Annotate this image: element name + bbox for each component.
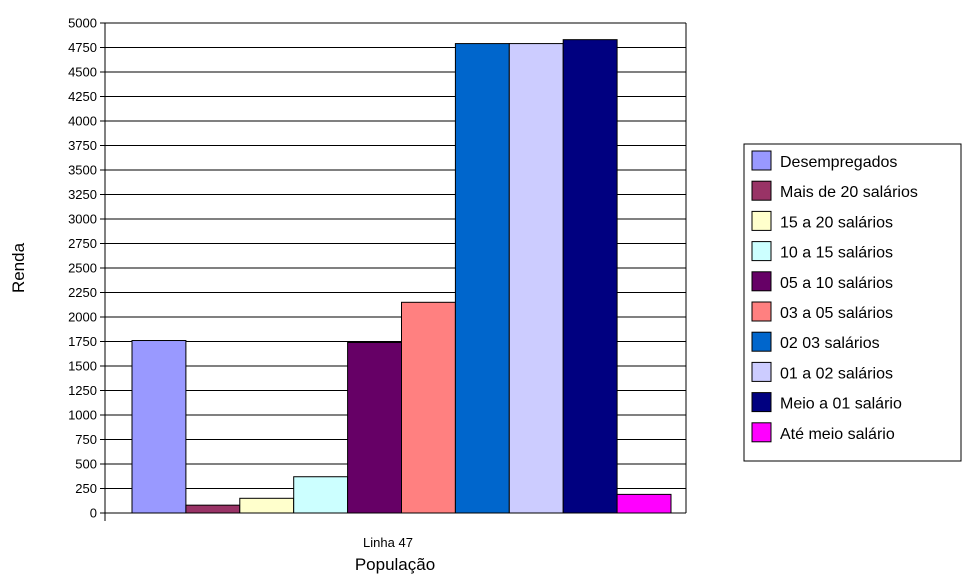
legend-swatch <box>751 331 772 352</box>
bar-series-8 <box>508 43 564 514</box>
legend-label: Até meio salário <box>780 426 895 443</box>
legend: Desempregados Mais de 20 salários 15 a 20 … <box>743 143 962 462</box>
legend-label: 02 03 salários <box>780 335 880 352</box>
bar-series-7 <box>454 43 510 514</box>
legend-label: 15 a 20 salários <box>780 214 893 231</box>
legend-swatch <box>751 241 772 262</box>
legend-box <box>743 143 962 462</box>
legend-swatch <box>751 150 772 171</box>
legend-label: Meio a 01 salário <box>780 396 902 413</box>
y-tick-labels: 0 250 500 750 1000 1250 1500 1750 2000 2250 2500 27… <box>68 16 97 521</box>
legend-label: Desempregados <box>780 154 897 171</box>
y-tick-label: 2000 <box>68 310 97 325</box>
bar-series-9 <box>562 39 618 514</box>
legend-swatch <box>751 392 772 413</box>
legend-swatch <box>751 180 772 201</box>
category-label: Linha 47 <box>363 535 413 550</box>
legend-swatch <box>751 301 772 322</box>
y-tick-label: 250 <box>75 481 97 496</box>
legend-swatch <box>751 361 772 382</box>
axes <box>104 23 687 521</box>
bar-series-2 <box>185 504 241 514</box>
legend-label: 10 a 15 salários <box>780 245 893 262</box>
legend-label: 05 a 10 salários <box>780 275 893 292</box>
y-tick-label: 0 <box>90 506 97 521</box>
y-tick-label: 750 <box>75 432 97 447</box>
legend-swatch <box>751 210 772 231</box>
y-tick-label: 1750 <box>68 334 97 349</box>
legend-swatch <box>751 271 772 292</box>
bar-series-6 <box>401 301 456 514</box>
y-tick-label: 3750 <box>68 138 97 153</box>
y-tick-label: 5000 <box>68 16 97 31</box>
bar-series-3 <box>239 497 295 514</box>
x-axis-title: População <box>355 555 435 574</box>
y-tick-label: 1500 <box>68 359 97 374</box>
bar-series-1 <box>131 340 187 514</box>
y-tick-label: 3500 <box>68 163 97 178</box>
bar-series-5 <box>347 341 403 514</box>
y-tick-label: 3000 <box>68 212 97 227</box>
y-tick-label: 4000 <box>68 114 97 129</box>
bar-series-10 <box>616 493 672 514</box>
legend-label: 03 a 05 salários <box>780 305 893 322</box>
legend-label: 01 a 02 salários <box>780 365 893 382</box>
y-tick-label: 1000 <box>68 408 97 423</box>
y-tick-label: 2500 <box>68 261 97 276</box>
legend-label: Mais de 20 salários <box>780 184 918 201</box>
y-tick-label: 3250 <box>68 187 97 202</box>
y-tick-label: 4500 <box>68 65 97 80</box>
y-tick-label: 4750 <box>68 40 97 55</box>
legend-swatch <box>751 422 772 443</box>
y-tick-label: 2750 <box>68 236 97 251</box>
y-axis-title: Renda <box>9 242 28 293</box>
bar-series-4 <box>293 476 349 514</box>
y-tick-label: 4250 <box>68 89 97 104</box>
y-tick-label: 500 <box>75 457 97 472</box>
y-tick-label: 2250 <box>68 285 97 300</box>
y-tick-label: 1250 <box>68 383 97 398</box>
bars <box>131 39 672 514</box>
